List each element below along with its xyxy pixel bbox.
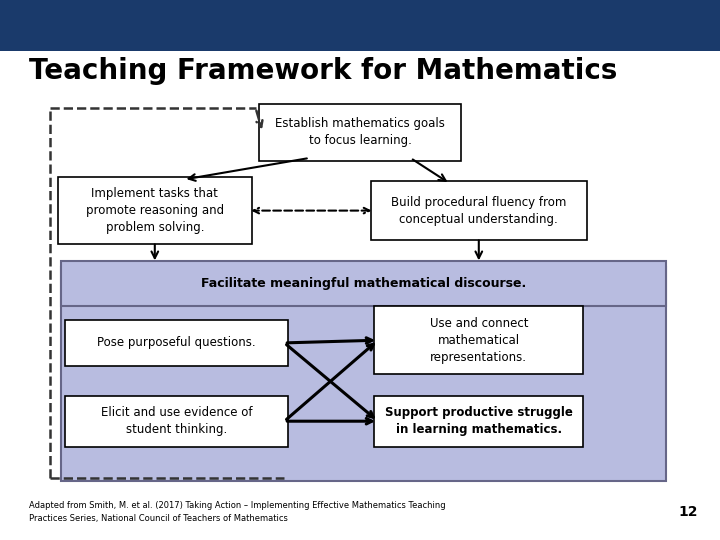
FancyBboxPatch shape xyxy=(61,261,666,306)
Text: 12: 12 xyxy=(679,505,698,519)
Text: Build procedural fluency from
conceptual understanding.: Build procedural fluency from conceptual… xyxy=(391,195,567,226)
FancyBboxPatch shape xyxy=(65,395,288,447)
Text: Implement tasks that
promote reasoning and
problem solving.: Implement tasks that promote reasoning a… xyxy=(86,187,224,234)
FancyBboxPatch shape xyxy=(371,181,587,240)
Text: Adapted from Smith, M. et al. (2017) Taking Action – Implementing Effective Math: Adapted from Smith, M. et al. (2017) Tak… xyxy=(29,501,446,523)
Text: Teaching Framework for Mathematics: Teaching Framework for Mathematics xyxy=(29,57,617,85)
Text: VIRGINIA DEPARTMENT OF EDUCATION: VIRGINIA DEPARTMENT OF EDUCATION xyxy=(65,21,305,31)
Text: Pose purposeful questions.: Pose purposeful questions. xyxy=(97,336,256,349)
FancyBboxPatch shape xyxy=(374,395,583,447)
Text: Elicit and use evidence of
student thinking.: Elicit and use evidence of student think… xyxy=(101,406,252,436)
FancyBboxPatch shape xyxy=(58,177,252,244)
FancyBboxPatch shape xyxy=(374,306,583,374)
Bar xyxy=(0,0,720,51)
Text: Use and connect
mathematical
representations.: Use and connect mathematical representat… xyxy=(430,316,528,364)
FancyBboxPatch shape xyxy=(61,267,666,481)
Text: Establish mathematics goals
to focus learning.: Establish mathematics goals to focus lea… xyxy=(275,117,445,147)
FancyBboxPatch shape xyxy=(259,104,461,160)
Text: Facilitate meaningful mathematical discourse.: Facilitate meaningful mathematical disco… xyxy=(201,277,526,290)
Text: Support productive struggle
in learning mathematics.: Support productive struggle in learning … xyxy=(385,406,572,436)
FancyBboxPatch shape xyxy=(65,320,288,366)
